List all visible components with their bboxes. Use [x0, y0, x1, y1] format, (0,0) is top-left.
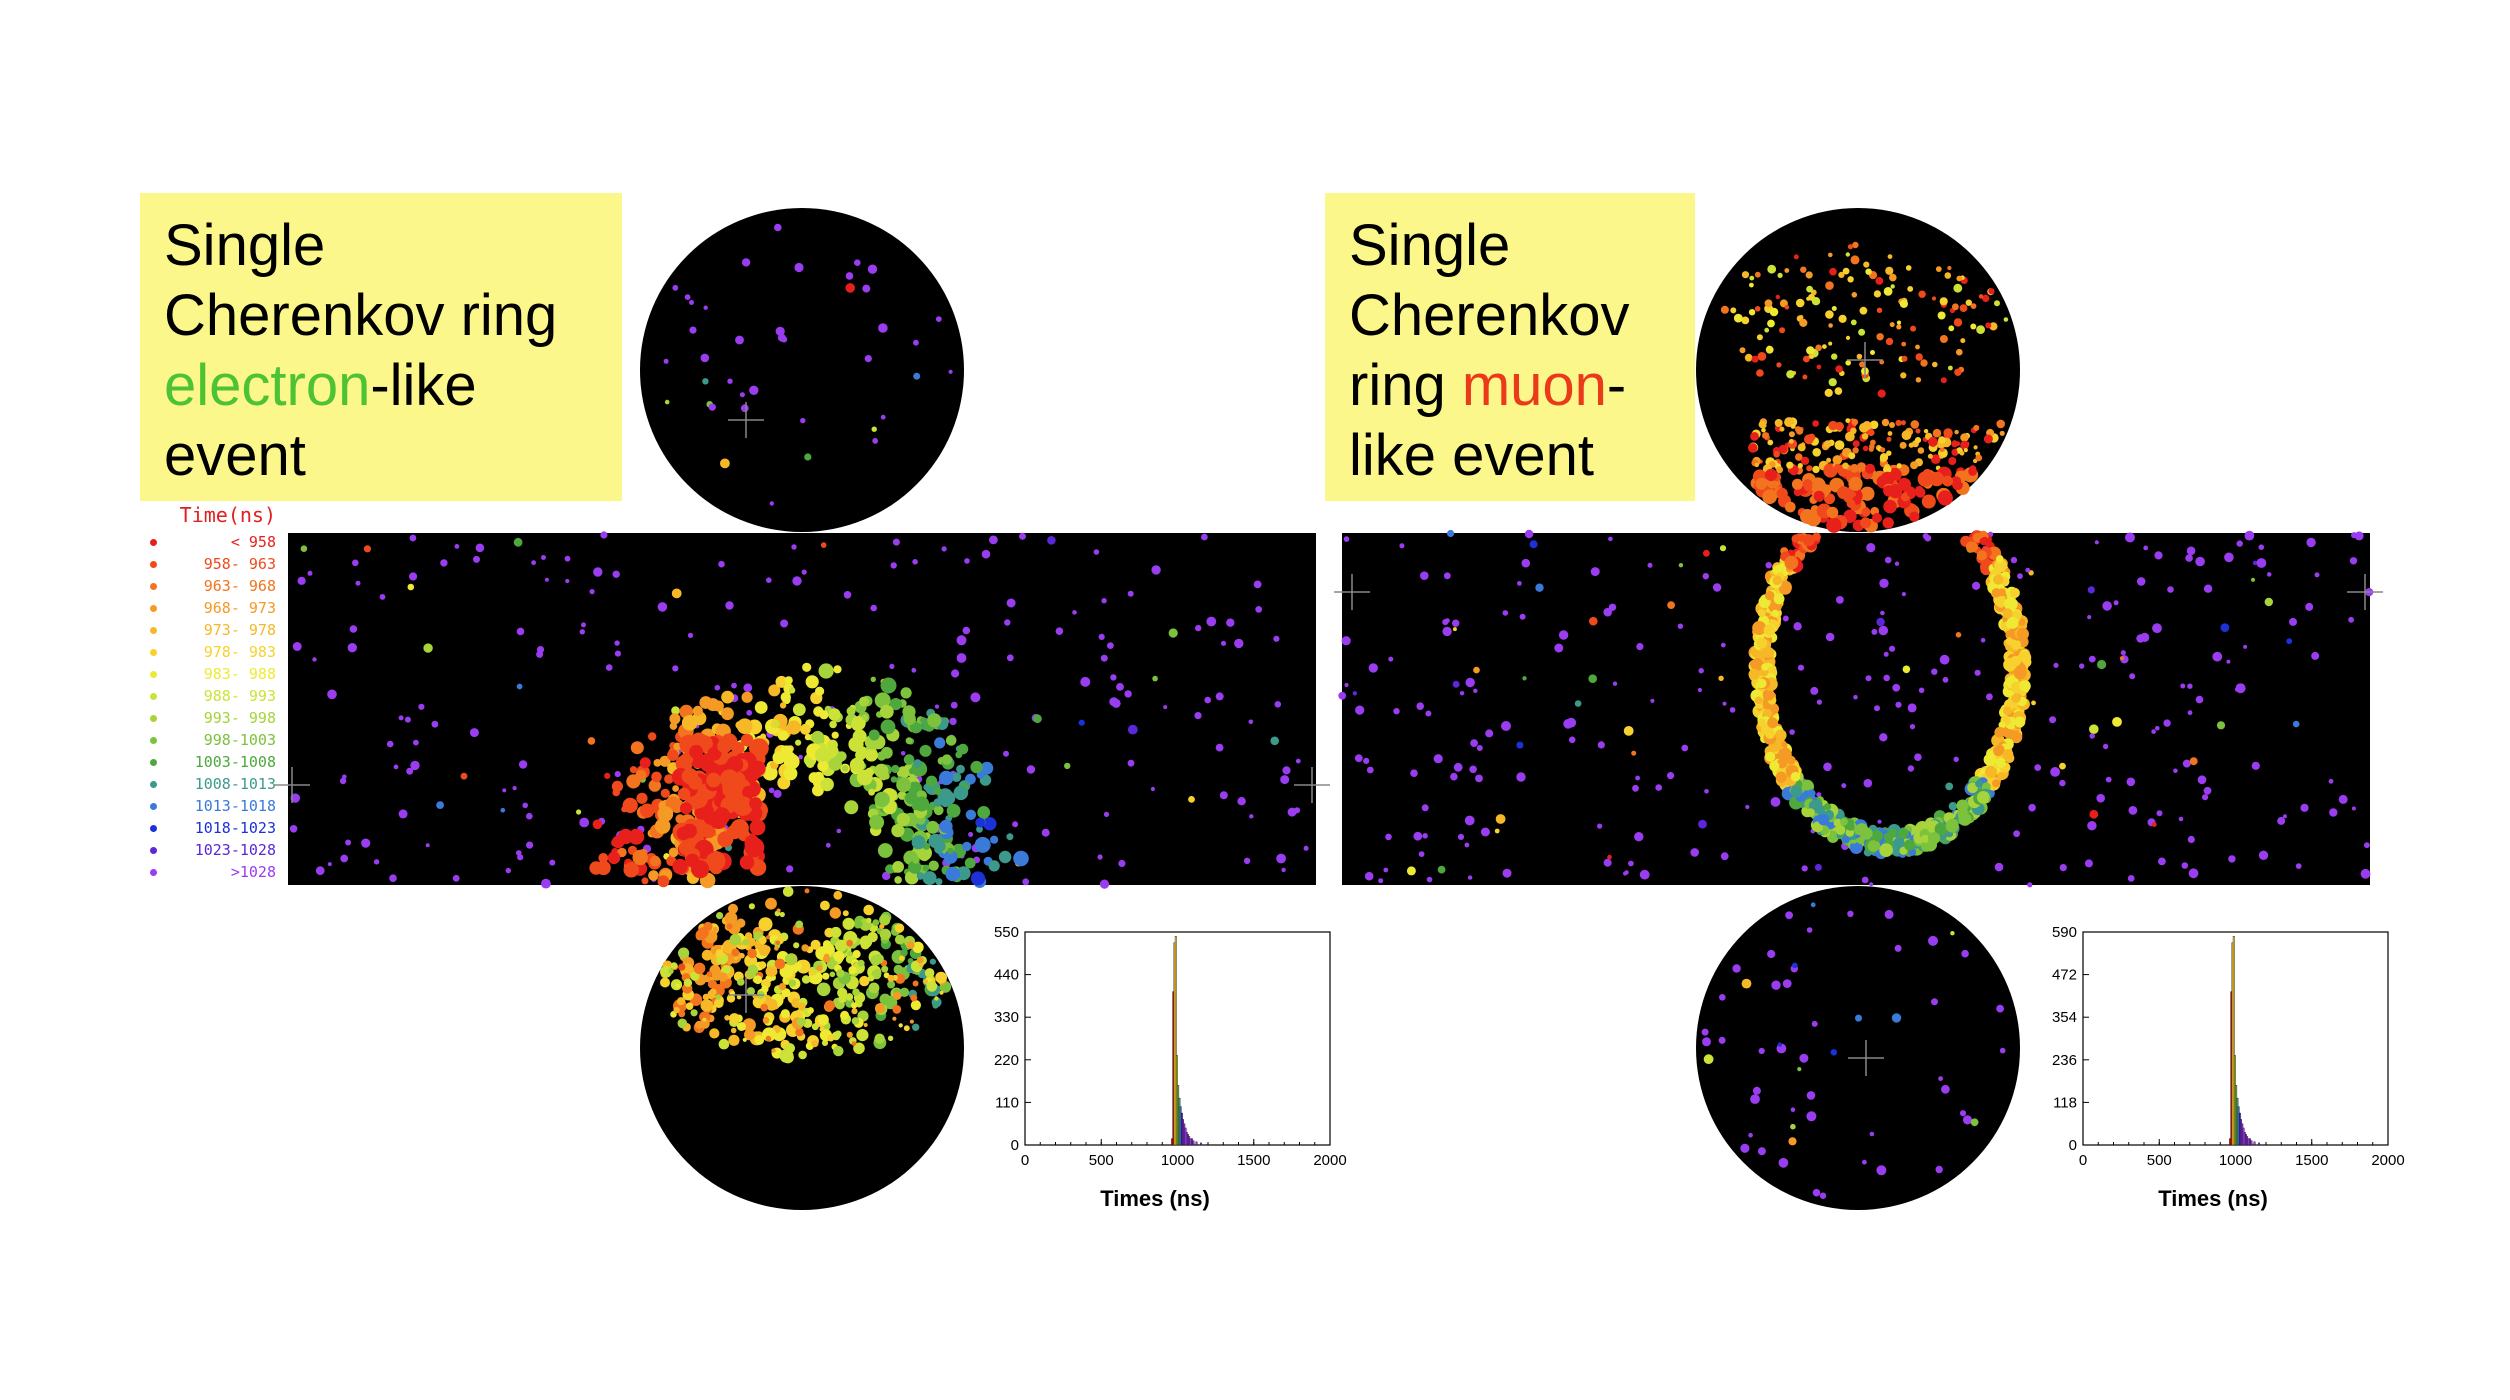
legend-label: < 958	[230, 533, 276, 551]
legend-color-dot	[150, 693, 157, 700]
left-bottom-cap	[640, 886, 964, 1210]
label-line-1: Single	[164, 213, 326, 278]
legend-label: 1023-1028	[194, 841, 276, 859]
svg-text:0: 0	[1021, 1152, 1029, 1169]
legend-label: 1008-1013	[194, 775, 276, 793]
legend-label: 983- 988	[203, 665, 276, 683]
legend-row: 998-1003	[150, 731, 280, 753]
label-line-2: Cherenkov	[1349, 283, 1630, 348]
legend-row: 963- 968	[150, 577, 280, 599]
legend-row: 958- 963	[150, 555, 280, 577]
legend-color-dot	[150, 539, 157, 546]
label-line-1: Single	[1349, 213, 1511, 278]
svg-text:118: 118	[2053, 1094, 2077, 1111]
label-suffix: -like	[370, 353, 477, 418]
legend-row: 978- 983	[150, 643, 280, 665]
label-line-3: electron-like	[164, 351, 598, 421]
svg-text:590: 590	[2052, 924, 2077, 941]
legend-row: >1028	[150, 863, 280, 885]
electron-event-label: Single Cherenkov ring electron-like even…	[140, 193, 622, 501]
legend-row: 973- 978	[150, 621, 280, 643]
legend-label: 993- 998	[203, 709, 276, 727]
muon-word: muon	[1461, 353, 1607, 418]
svg-text:500: 500	[2147, 1152, 2172, 1169]
legend-color-dot	[150, 561, 157, 568]
legend-row: < 958	[150, 533, 280, 555]
svg-text:2000: 2000	[1313, 1152, 1346, 1169]
svg-text:472: 472	[2052, 967, 2077, 984]
label-line-4: like event	[1349, 423, 1595, 488]
legend-row: 1003-1008	[150, 753, 280, 775]
legend-color-dot	[150, 583, 157, 590]
svg-text:0: 0	[1011, 1137, 1019, 1154]
svg-text:354: 354	[2052, 1009, 2077, 1026]
legend-color-dot	[150, 671, 157, 678]
legend-row: 988- 993	[150, 687, 280, 709]
label-suffix: -	[1606, 353, 1627, 418]
svg-text:550: 550	[994, 924, 1019, 941]
left-x-axis-label: Times (ns)	[1100, 1186, 1210, 1211]
legend-color-dot	[150, 605, 157, 612]
right-bottom-cap	[1696, 886, 2020, 1210]
label-prefix: ring	[1349, 353, 1462, 418]
legend-label: 978- 983	[203, 643, 276, 661]
label-line-3: ring muon-	[1349, 351, 1671, 421]
legend-color-dot	[150, 759, 157, 766]
svg-text:1000: 1000	[1161, 1152, 1194, 1169]
legend-color-dot	[150, 627, 157, 634]
left-time-histogram: 550 440 330 220 110 0 0 500 1000 1500 2000 Times (…	[970, 920, 1347, 1220]
legend-color-dot	[150, 781, 157, 788]
svg-text:110: 110	[995, 1094, 1019, 1111]
legend-row: 993- 998	[150, 709, 280, 731]
legend-label: 988- 993	[203, 687, 276, 705]
svg-text:440: 440	[994, 967, 1019, 984]
legend-label: 968- 973	[203, 599, 276, 617]
svg-text:236: 236	[2052, 1052, 2077, 1069]
label-line-4: event	[164, 423, 306, 488]
legend-row: 1013-1018	[150, 797, 280, 819]
legend-color-dot	[150, 825, 157, 832]
svg-text:0: 0	[2069, 1137, 2077, 1154]
legend-label: 963- 968	[203, 577, 276, 595]
label-line-2: Cherenkov ring	[164, 283, 558, 348]
electron-word: electron	[164, 353, 371, 418]
legend-row: 1008-1013	[150, 775, 280, 797]
legend-label: 958- 963	[203, 555, 276, 573]
legend-row: 983- 988	[150, 665, 280, 687]
legend-title: Time(ns)	[179, 503, 276, 527]
right-time-histogram: 590 472 354 236 118 0 0 500 1000 1500 2000 Times (…	[2028, 920, 2405, 1220]
legend-color-dot	[150, 649, 157, 656]
legend-color-dot	[150, 803, 157, 810]
legend-label: 998-1003	[203, 731, 276, 749]
legend-row: 968- 973	[150, 599, 280, 621]
legend-color-dot	[150, 715, 157, 722]
legend-color-dot	[150, 869, 157, 876]
legend-label: 1003-1008	[194, 753, 276, 771]
svg-text:1500: 1500	[1237, 1152, 1270, 1169]
svg-text:220: 220	[994, 1052, 1019, 1069]
svg-text:500: 500	[1089, 1152, 1114, 1169]
muon-event-label: Single Cherenkov ring muon- like event	[1325, 193, 1695, 501]
legend-label: 973- 978	[203, 621, 276, 639]
legend-row: 1023-1028	[150, 841, 280, 863]
svg-text:330: 330	[994, 1009, 1019, 1026]
legend-color-dot	[150, 737, 157, 744]
svg-text:2000: 2000	[2371, 1152, 2404, 1169]
legend-color-dot	[150, 847, 157, 854]
svg-text:1000: 1000	[2219, 1152, 2252, 1169]
right-x-axis-label: Times (ns)	[2158, 1186, 2268, 1211]
legend-row: 1018-1023	[150, 819, 280, 841]
svg-text:1500: 1500	[2295, 1152, 2328, 1169]
left-top-cap	[640, 208, 964, 532]
svg-text:0: 0	[2079, 1152, 2087, 1169]
legend-label: >1028	[230, 863, 276, 881]
legend-label: 1013-1018	[194, 797, 276, 815]
legend-label: 1018-1023	[194, 819, 276, 837]
time-legend: Time(ns) < 958 958- 963 963- 968 968- 973 97…	[150, 503, 280, 885]
